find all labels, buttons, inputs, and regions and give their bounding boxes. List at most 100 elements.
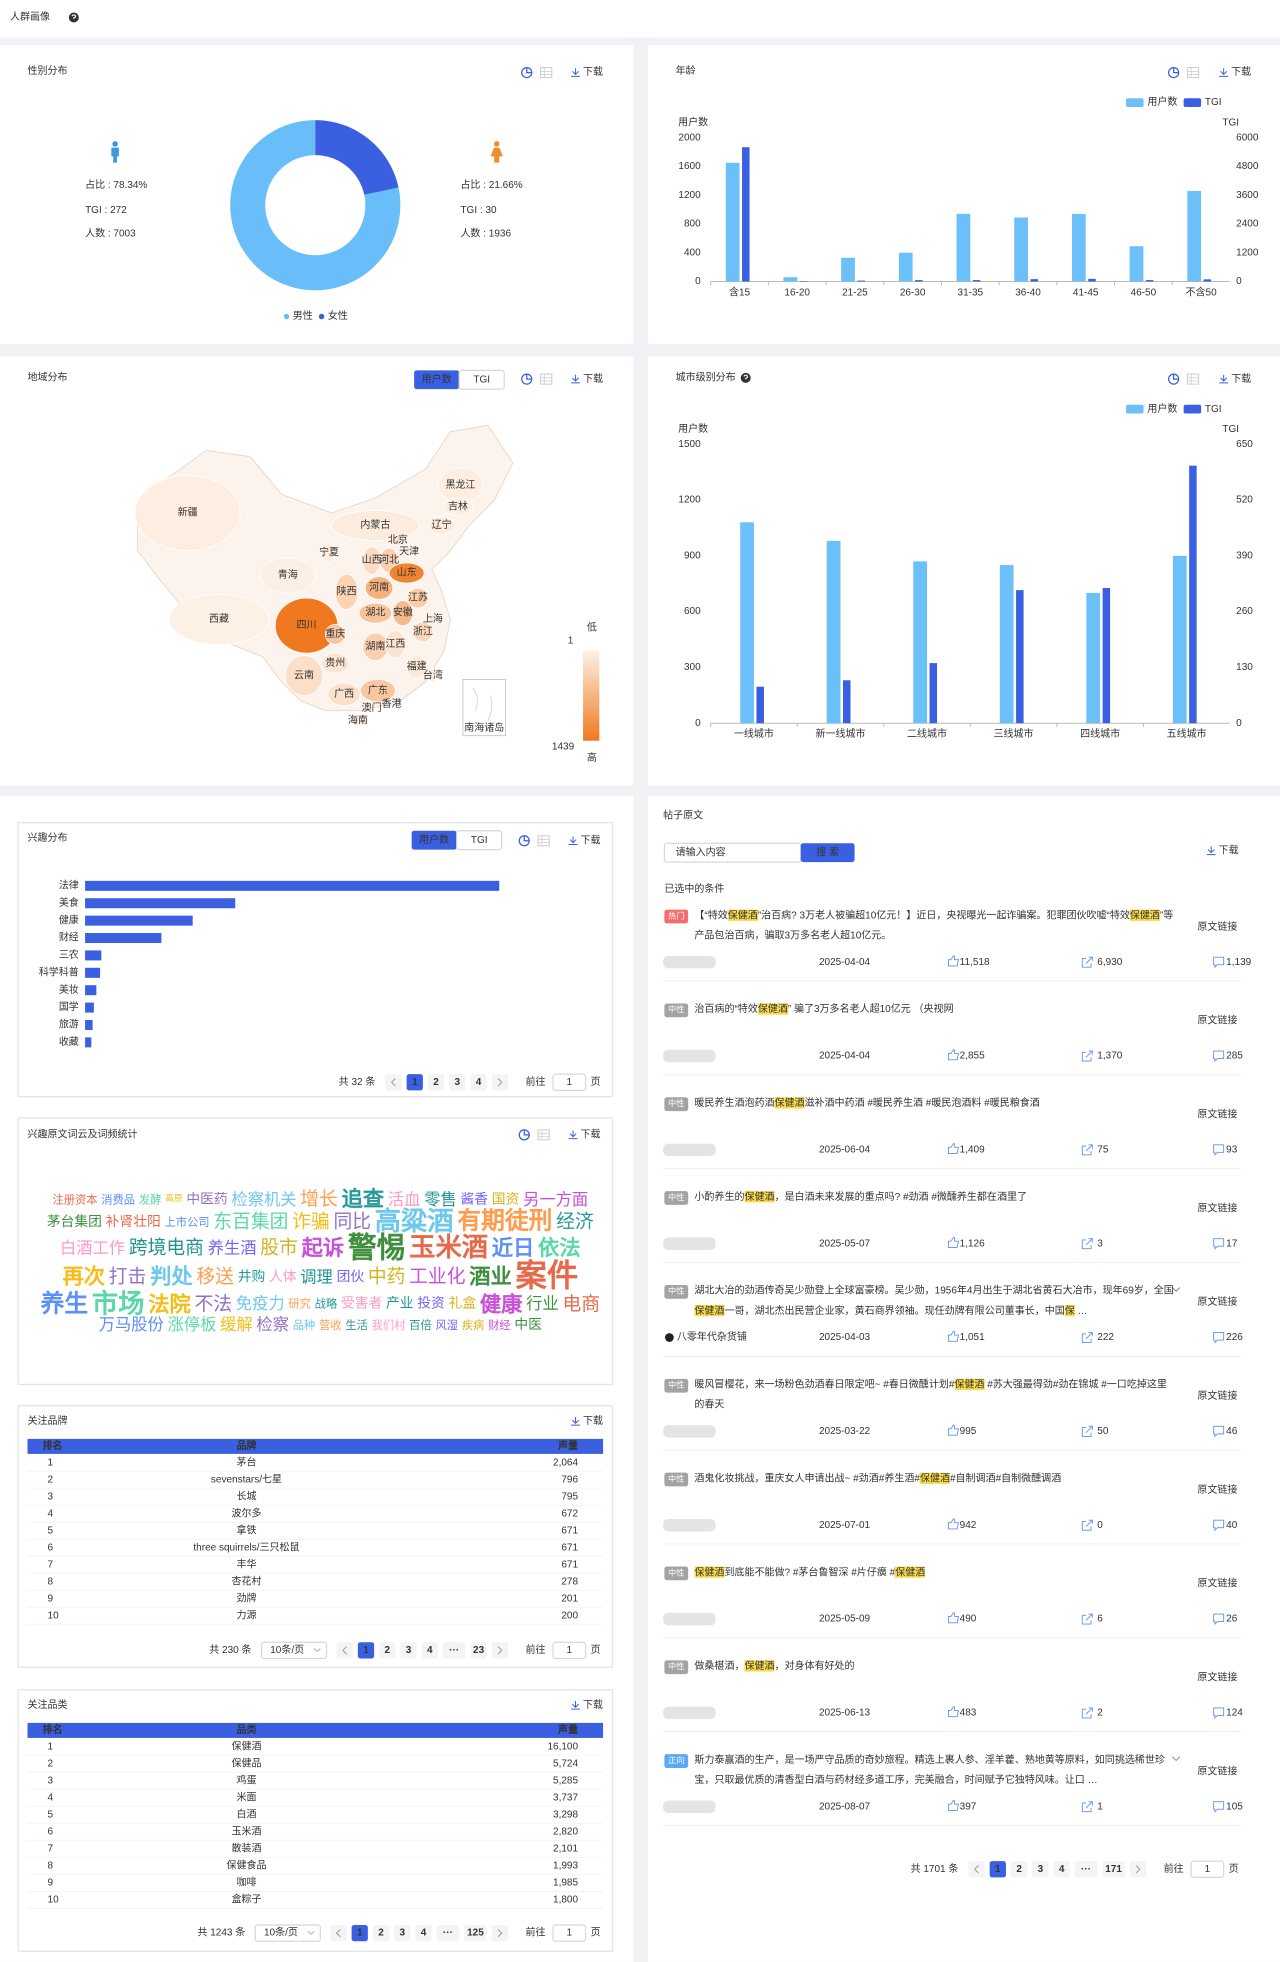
pager-jump-input[interactable] [552,1924,587,1942]
pager-page-label[interactable]: 4 [421,1928,427,1939]
pager-page-label[interactable]: 171 [1105,1864,1122,1875]
original-link[interactable]: 原文链接 [1197,1764,1237,1777]
search-placeholder[interactable]: 请输入内容 [676,845,726,858]
pager-page-label[interactable]: 4 [1059,1864,1065,1875]
pager-next[interactable] [491,1642,508,1659]
original-link[interactable]: 原文链接 [1197,1577,1237,1590]
pager-jump-value[interactable]: 1 [567,1077,573,1088]
pager-page-label[interactable]: 1 [995,1864,1001,1875]
table-cell[interactable]: 散装酒 [231,1841,261,1854]
table-cell[interactable]: sevenstars/七星 [211,1473,282,1485]
pager-page[interactable] [406,1074,423,1091]
table-cell[interactable]: 波尔多 [231,1506,261,1519]
pager-page[interactable] [394,1924,411,1942]
toggle-label[interactable]: 用户数 [422,372,452,385]
table-cell[interactable]: 白酒 [236,1807,256,1820]
original-link[interactable]: 原文链接 [1197,1201,1237,1214]
download-button[interactable]: 下载 [581,1128,601,1140]
pager-page[interactable] [470,1642,487,1659]
table-view-icon[interactable] [540,67,553,79]
pager-page[interactable] [436,1924,460,1942]
table-cell[interactable]: 丰华 [236,1557,256,1570]
search-button[interactable] [800,843,855,863]
pager-page-label[interactable]: 1 [357,1928,363,1939]
toggle-inactive[interactable] [458,369,505,390]
pager-next[interactable] [491,1074,508,1091]
table-cell[interactable]: 米面 [236,1790,256,1803]
table-cell[interactable]: 咖啡 [236,1876,256,1888]
pager-page[interactable] [421,1642,438,1659]
download-button[interactable]: 下载 [583,1415,603,1427]
pager-prev[interactable] [336,1642,353,1659]
pager-page[interactable] [1032,1861,1049,1878]
pager-page[interactable] [351,1924,368,1942]
table-cell[interactable]: 鸡蛋 [236,1773,256,1786]
pager-page[interactable] [400,1642,417,1659]
table-cell[interactable]: 劲牌 [236,1591,256,1604]
table-cell[interactable]: 杏花村 [231,1574,261,1587]
pager-jump-value[interactable]: 1 [567,1928,573,1939]
original-link[interactable]: 原文链接 [1197,1107,1237,1120]
download-button[interactable]: 下载 [583,1699,603,1711]
pager-size[interactable]: 10条/页 [270,1643,304,1656]
toggle-label[interactable]: TGI [471,835,488,846]
download-button[interactable]: 下载 [1231,373,1251,385]
pager-page-label[interactable]: ··· [1081,1864,1091,1875]
download-button[interactable]: 下载 [1219,844,1239,856]
table-cell[interactable]: 保健酒 [231,1739,261,1752]
original-link[interactable]: 原文链接 [1197,1295,1237,1308]
pager-page[interactable] [372,1924,390,1942]
download-button[interactable]: 下载 [1231,66,1251,78]
table-view-icon[interactable] [1186,67,1200,79]
pager-size-select[interactable] [260,1641,328,1660]
pager-page[interactable] [427,1074,445,1091]
pager-page-label[interactable]: 2 [384,1645,390,1656]
table-view-icon[interactable] [1186,373,1200,385]
download-button[interactable]: 下载 [581,834,601,846]
pager-jump-value[interactable]: 1 [567,1645,573,1656]
toggle-inactive[interactable] [456,830,503,851]
pager-page-label[interactable]: ··· [449,1645,459,1656]
pager-page[interactable] [464,1924,487,1942]
original-link[interactable]: 原文链接 [1197,920,1237,933]
pager-page-label[interactable]: 23 [473,1645,485,1656]
pager-page-label[interactable]: 125 [467,1928,484,1939]
pager-page-label[interactable]: 4 [427,1645,433,1656]
pager-page[interactable] [1053,1861,1070,1878]
pager-page[interactable] [449,1074,466,1091]
download-button[interactable]: 下载 [583,66,603,78]
pager-size[interactable]: 10条/页 [264,1926,298,1939]
table-view-icon[interactable] [537,1129,550,1141]
pager-jump-input[interactable] [1190,1860,1225,1879]
pager-page-label[interactable]: 3 [455,1077,461,1088]
pager-page-label[interactable]: 3 [406,1645,412,1656]
toggle-active[interactable] [411,830,457,850]
table-cell[interactable]: three squirrels/三只松鼠 [193,1540,299,1553]
pager-page-label[interactable]: 3 [399,1928,405,1939]
table-cell[interactable]: 盒粽子 [231,1892,261,1905]
pager-page-label[interactable]: 1 [363,1645,369,1656]
expand-chevron[interactable] [1172,1287,1181,1292]
pager-jump-value[interactable]: 1 [1205,1864,1211,1875]
pager-size-select[interactable] [254,1924,321,1942]
table-cell[interactable]: 长城 [236,1490,256,1502]
pager-page[interactable] [470,1074,487,1091]
pager-page-label[interactable]: ··· [443,1928,453,1939]
pager-prev[interactable] [968,1861,985,1878]
pager-next[interactable] [491,1924,508,1942]
table-cell[interactable]: 保健品 [231,1756,261,1769]
pager-page-label[interactable]: 2 [378,1928,384,1939]
pager-page[interactable] [442,1642,466,1659]
pager-page[interactable] [1074,1861,1098,1878]
pager-page[interactable] [1102,1861,1125,1878]
toggle-label[interactable]: TGI [473,374,490,385]
toggle-active[interactable] [414,370,460,390]
pager-page[interactable] [379,1642,396,1659]
pager-jump-input[interactable] [552,1073,587,1092]
table-cell[interactable]: 力源 [236,1608,256,1621]
pager-prev[interactable] [330,1924,347,1942]
original-link[interactable]: 原文链接 [1197,1670,1237,1683]
pager-page[interactable] [1010,1861,1028,1878]
table-view-icon[interactable] [537,835,550,847]
pager-page-label[interactable]: 4 [476,1077,482,1088]
